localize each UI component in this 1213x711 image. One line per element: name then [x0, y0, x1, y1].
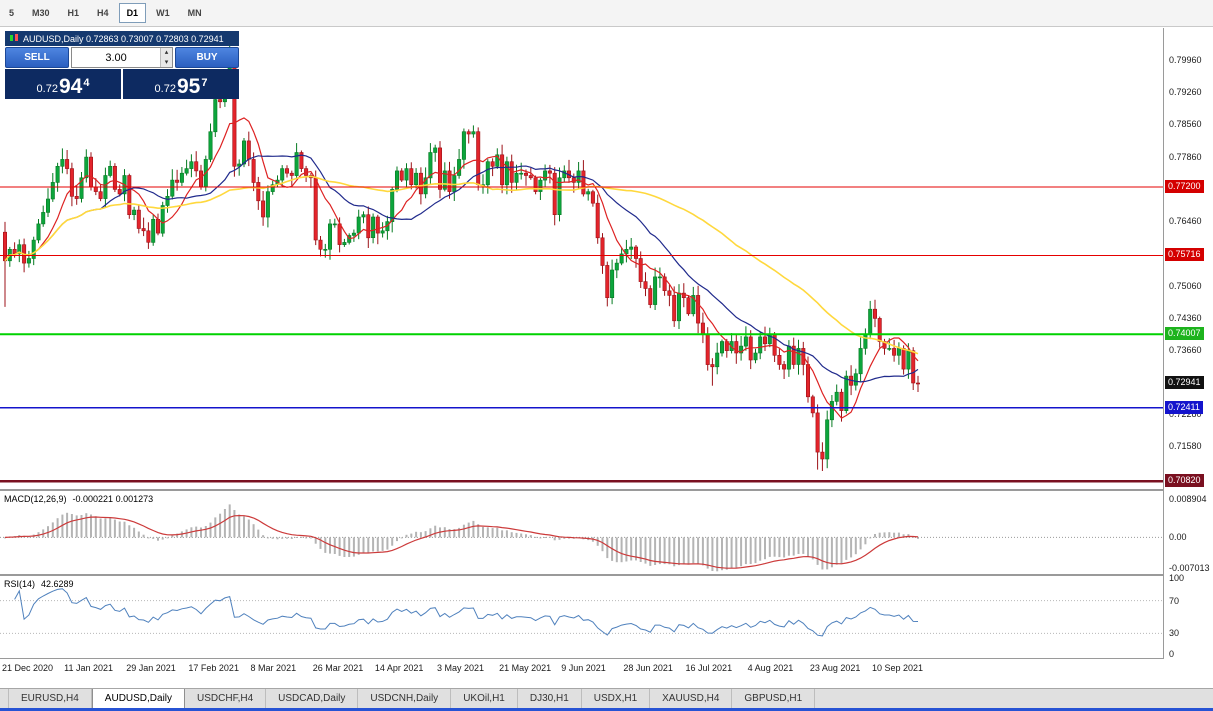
date-axis-label: 16 Jul 2021: [685, 663, 733, 673]
macd-chart: [0, 504, 1163, 572]
chart-tab-eurusd[interactable]: EURUSD,H4: [8, 689, 92, 708]
date-axis-label: 3 May 2021: [436, 663, 484, 673]
chart-tab-xauusd[interactable]: XAUUSD,H4: [650, 689, 733, 708]
chart-title-bar: AUDUSD,Daily 0.72863 0.73007 0.72803 0.7…: [5, 31, 239, 46]
date-axis-label: 26 Mar 2021: [312, 663, 364, 673]
panel-splitter[interactable]: [0, 489, 1213, 491]
date-axis-label: 21 Dec 2020: [2, 663, 54, 673]
candlestick-chart-icon: [9, 33, 19, 45]
macd-values: -0.000221 0.001273: [72, 494, 154, 504]
date-axis-label: 28 Jun 2021: [623, 663, 673, 673]
rsi-axis-label: 0: [1169, 649, 1175, 659]
rsi-value: 42.6289: [41, 579, 74, 589]
timeframe-h4-button[interactable]: H4: [89, 3, 117, 23]
price-axis-label: 0.75060: [1169, 280, 1202, 291]
sell-price-big: 94: [58, 75, 83, 98]
chart-tab-usdchf[interactable]: USDCHF,H4: [185, 689, 267, 708]
price-chart-panel[interactable]: AUDUSD,Daily 0.72863 0.73007 0.72803 0.7…: [0, 28, 1163, 489]
buy-price-sup: 7: [201, 77, 208, 89]
macd-axis-label: 0.008904: [1169, 494, 1207, 504]
timeframe-m30-button[interactable]: M30: [24, 3, 58, 23]
timeframe-mn-button[interactable]: MN: [180, 3, 210, 23]
date-axis-label: 10 Sep 2021: [871, 663, 923, 673]
price-axis-label: 0.79960: [1169, 54, 1202, 65]
chart-tab-dj30[interactable]: DJ30,H1: [518, 689, 582, 708]
date-axis-label: 29 Jan 2021: [126, 663, 176, 673]
date-axis-label: 11 Jan 2021: [64, 663, 114, 673]
timeframe-m5-button[interactable]: 5: [1, 3, 22, 23]
chart-tab-ukoil[interactable]: UKOil,H1: [451, 689, 518, 708]
volume-input[interactable]: [72, 48, 161, 67]
price-axis-badge: 0.75716: [1165, 248, 1204, 262]
price-axis-badge: 0.70820: [1165, 474, 1204, 488]
sell-price-display[interactable]: 0.72 94 4: [5, 69, 121, 99]
buy-button[interactable]: BUY: [175, 47, 239, 68]
buy-price-display[interactable]: 0.72 95 7: [123, 69, 239, 99]
timeframe-w1-button[interactable]: W1: [148, 3, 178, 23]
macd-label: MACD(12,26,9) -0.000221 0.001273: [4, 494, 153, 504]
buy-price-prefix: 0.72: [154, 83, 176, 95]
date-axis-label: 21 May 2021: [499, 663, 552, 673]
axis-separator: [0, 658, 1213, 659]
price-axis-badge: 0.77200: [1165, 180, 1204, 194]
date-axis-label: 8 Mar 2021: [250, 663, 297, 673]
rsi-axis-label: 30: [1169, 628, 1180, 638]
price-axis-label: 0.76460: [1169, 216, 1202, 227]
date-axis: 21 Dec 2020 11 Jan 2021 29 Jan 2021 17 Feb …: [0, 660, 1163, 680]
rsi-axis-label: 100: [1169, 573, 1185, 583]
date-axis-label: 9 Jun 2021: [561, 663, 606, 673]
panel-splitter[interactable]: [0, 574, 1213, 576]
rsi-label: RSI(14) 42.6289: [4, 579, 74, 589]
price-axis-label: 0.78560: [1169, 119, 1202, 130]
rsi-indicator-panel[interactable]: [0, 576, 1163, 658]
price-axis-label: 0.79260: [1169, 87, 1202, 98]
date-axis-label: 4 Aug 2021: [747, 663, 794, 673]
price-axis-label: 0.74360: [1169, 312, 1202, 323]
price-axis-label: 0.72280: [1169, 408, 1202, 419]
price-axis-badge: 0.72411: [1165, 400, 1203, 414]
current-price-badge: 0.72941: [1165, 376, 1204, 390]
sell-button[interactable]: SELL: [5, 47, 69, 68]
date-axis-label: 14 Apr 2021: [374, 663, 424, 673]
chart-tab-usdcad[interactable]: USDCAD,Daily: [266, 689, 359, 708]
date-axis-label: 17 Feb 2021: [188, 663, 239, 673]
price-axis-label: 0.77860: [1169, 151, 1202, 162]
chart-tab-gbpusd[interactable]: GBPUSD,H1: [732, 689, 816, 708]
one-click-trading-panel: AUDUSD,Daily 0.72863 0.73007 0.72803 0.7…: [5, 31, 239, 99]
sell-price-sup: 4: [83, 77, 90, 89]
timeframe-h1-button[interactable]: H1: [60, 3, 88, 23]
chart-tab-usdx[interactable]: USDX,H1: [582, 689, 651, 708]
sell-price-prefix: 0.72: [36, 83, 58, 95]
chart-tab-usdcnh[interactable]: USDCNH,Daily: [358, 689, 452, 708]
price-axis-label: 0.71580: [1169, 441, 1202, 452]
volume-down-button[interactable]: ▾: [161, 57, 172, 67]
chart-tab-audusd[interactable]: AUDUSD,Daily: [91, 689, 186, 708]
timeframe-toolbar: 5 M30 H1 H4 D1 W1 MN: [0, 0, 1213, 27]
macd-indicator-panel[interactable]: [0, 491, 1163, 574]
buy-price-big: 95: [176, 75, 201, 98]
chart-tabbar: EURUSD,H4 AUDUSD,Daily USDCHF,H4 USDCAD,…: [0, 688, 1213, 708]
timeframe-d1-button[interactable]: D1: [118, 3, 147, 23]
volume-up-button[interactable]: ▴: [161, 48, 172, 58]
window-edge-strip: [0, 708, 1213, 711]
volume-stepper: ▴ ▾: [160, 48, 172, 67]
macd-name: MACD(12,26,9): [4, 494, 67, 504]
date-axis-label: 23 Aug 2021: [809, 663, 861, 673]
macd-axis-label: 0.00: [1169, 532, 1187, 542]
price-axis: 0.008904 0.00 -0.007013 100 70 30 0 0.79…: [1163, 28, 1213, 659]
chart-title: AUDUSD,Daily 0.72863 0.73007 0.72803 0.7…: [23, 33, 224, 44]
price-axis-label: 0.73660: [1169, 345, 1202, 356]
rsi-name: RSI(14): [4, 579, 36, 589]
price-axis-badge: 0.74007: [1165, 327, 1204, 341]
macd-axis-label: -0.007013: [1169, 563, 1210, 573]
volume-spinner: ▴ ▾: [71, 47, 173, 68]
rsi-axis-label: 70: [1169, 596, 1180, 606]
rsi-chart: [0, 588, 1163, 637]
